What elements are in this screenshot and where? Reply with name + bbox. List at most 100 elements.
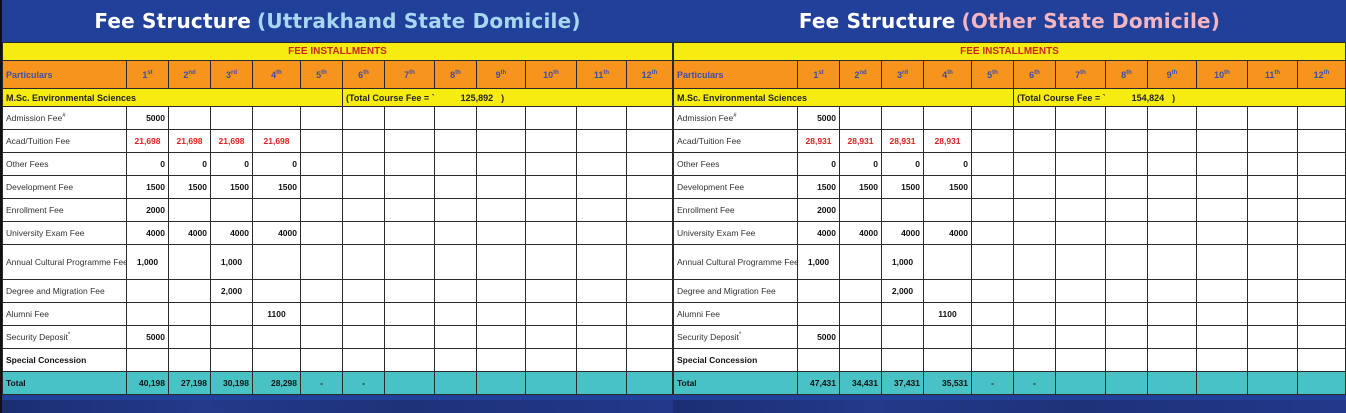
- fee-cell: [1196, 129, 1248, 153]
- installment-number: 10: [1214, 69, 1225, 80]
- fee-cell: [1055, 279, 1106, 303]
- fee-cell: [434, 175, 477, 199]
- fee-cell: 0: [881, 152, 924, 176]
- installment-suffix: rd: [902, 69, 908, 76]
- fee-cell: [1105, 302, 1148, 326]
- fee-cell: [252, 279, 301, 303]
- total-label: Total: [2, 371, 127, 395]
- fee-cell: [252, 106, 301, 130]
- fee-cell: [1247, 279, 1298, 303]
- course-total-close: ): [501, 92, 505, 103]
- fee-row: Special Concession: [2, 348, 673, 372]
- fee-cell: [525, 279, 577, 303]
- fee-cell: [626, 325, 673, 349]
- fee-cell: 2,000: [881, 279, 924, 303]
- installment-number: 9: [1166, 69, 1172, 80]
- footnote-mark: #: [733, 113, 737, 120]
- fee-label-text: University Exam Fee: [6, 228, 85, 238]
- fee-installments-label: FEE INSTALLMENTS: [2, 42, 673, 61]
- fee-cell: [1013, 244, 1056, 280]
- fee-cell: [168, 325, 211, 349]
- fee-cell: [1196, 348, 1248, 372]
- fee-row-label: Other Fees: [2, 152, 127, 176]
- fee-cell: [300, 302, 343, 326]
- background-strip: [673, 400, 1346, 413]
- fee-cell: [1105, 129, 1148, 153]
- fee-cell: [300, 244, 343, 280]
- fee-cell: [1055, 175, 1106, 199]
- fee-row-label: University Exam Fee: [673, 221, 798, 245]
- fee-label-text: Degree and Migration Fee: [6, 286, 105, 296]
- fee-row: Enrollment Fee 2000: [673, 198, 1346, 222]
- fee-cell: [1055, 129, 1106, 153]
- fee-cell: [626, 106, 673, 130]
- installment-suffix: th: [1274, 69, 1281, 76]
- fee-cell: [971, 129, 1014, 153]
- fee-row-label: Annual Cultural Programme Fee: [2, 244, 127, 280]
- fee-label-text: Enrollment Fee: [677, 205, 735, 215]
- fee-cell: [797, 348, 840, 372]
- total-cell: 28,298: [252, 371, 301, 395]
- fee-row: Annual Cultural Programme Fee 1,000 1,000: [673, 244, 1346, 280]
- total-row: Total 47,431 34,431 37,431 35,531- -: [673, 371, 1346, 395]
- fee-cell: [1196, 198, 1248, 222]
- installment-number: 7: [1075, 69, 1081, 80]
- fee-cell: [839, 348, 882, 372]
- fee-cell: 0: [923, 152, 972, 176]
- footnote-mark: *: [67, 332, 71, 339]
- fee-cell: [881, 348, 924, 372]
- header-installment-12: 12th: [1297, 60, 1346, 89]
- header-installment-7: 7th: [1055, 60, 1106, 89]
- fee-row: Enrollment Fee 2000: [2, 198, 673, 222]
- fee-cell: [210, 106, 253, 130]
- installment-suffix: th: [603, 69, 610, 76]
- fee-cell: [434, 198, 477, 222]
- fee-cell: [971, 106, 1014, 130]
- fee-cell: [342, 302, 385, 326]
- fee-cell: [384, 152, 435, 176]
- fee-label-text: Development Fee: [6, 182, 74, 192]
- fee-cell: 2000: [797, 198, 840, 222]
- fee-cell: 4000: [126, 221, 169, 245]
- fee-cell: [1013, 175, 1056, 199]
- fee-cell: [342, 325, 385, 349]
- fee-row: Other Fees 0 0 0 0: [673, 152, 1346, 176]
- fee-cell: [525, 348, 577, 372]
- installment-number: 12: [1313, 69, 1324, 80]
- fee-cell: [797, 302, 840, 326]
- footnote-mark: #: [62, 113, 66, 120]
- fee-row: Admission Fee# 5000: [673, 106, 1346, 130]
- fee-row-label: Development Fee: [2, 175, 127, 199]
- fee-cell: [1147, 152, 1197, 176]
- fee-cell: [1055, 106, 1106, 130]
- fee-cell: [1055, 348, 1106, 372]
- fee-cell: [476, 325, 526, 349]
- fee-cell: 1500: [797, 175, 840, 199]
- header-installment-4: 4th: [252, 60, 301, 89]
- fee-cell: [252, 325, 301, 349]
- background-strip: [2, 400, 673, 413]
- fee-cell: [342, 152, 385, 176]
- fee-cell: [300, 348, 343, 372]
- fee-cell: 21,698: [210, 129, 253, 153]
- fee-row: Admission Fee# 5000: [2, 106, 673, 130]
- header-particulars: Particulars: [2, 60, 127, 89]
- fee-cell: 2,000: [210, 279, 253, 303]
- fee-cell: [576, 198, 627, 222]
- fee-row-label: Alumni Fee: [673, 302, 798, 326]
- fee-cell: [1196, 175, 1248, 199]
- installment-suffix: st: [818, 69, 824, 76]
- fee-cell: [476, 348, 526, 372]
- fee-cell: [1147, 106, 1197, 130]
- fee-cell: 2000: [126, 198, 169, 222]
- fee-row-label: Security Deposit*: [2, 325, 127, 349]
- fee-label-text: Security Deposit: [677, 332, 739, 342]
- header-particulars: Particulars: [673, 60, 798, 89]
- title-main: Fee Structure: [798, 9, 956, 33]
- fee-cell: [300, 175, 343, 199]
- installment-number: 9: [495, 69, 501, 80]
- fee-cell: [126, 348, 169, 372]
- fee-row: Security Deposit* 5000: [673, 325, 1346, 349]
- fee-cell: [971, 175, 1014, 199]
- fee-cell: 1,000: [881, 244, 924, 280]
